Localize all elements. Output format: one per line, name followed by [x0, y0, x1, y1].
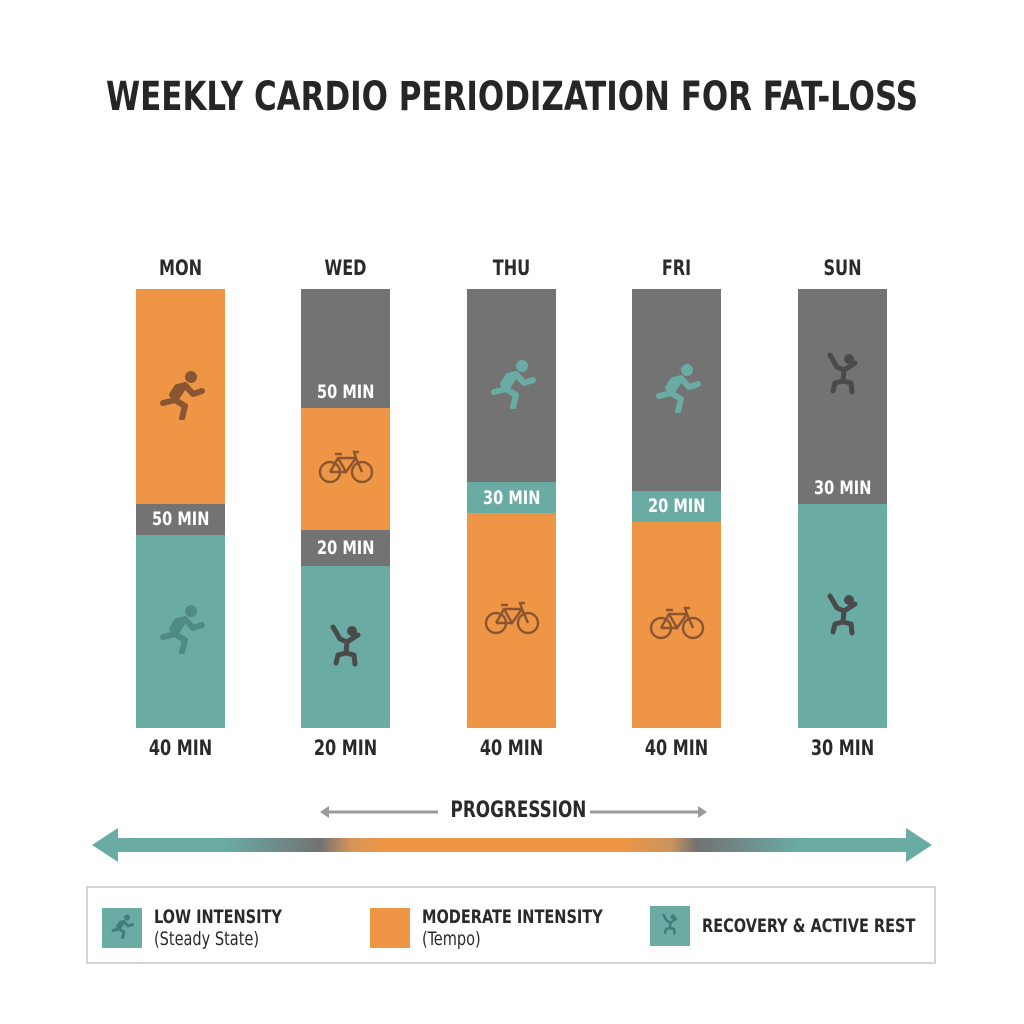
bar-segment-gray: 30 MIN: [798, 289, 887, 505]
legend-item: LOW INTENSITY (Steady State): [102, 906, 305, 950]
segment-duration-label: 30 MIN: [482, 486, 541, 509]
day-label: SUN: [823, 256, 862, 280]
legend-item: MODERATE INTENSITY (Tempo): [370, 906, 635, 950]
legend: LOW INTENSITY (Steady State) MODERATE INT…: [86, 886, 936, 964]
intensity-gradient-arrow: [92, 828, 932, 862]
legend-sublabel: (Steady State): [154, 928, 260, 950]
runner-icon: [486, 359, 538, 413]
bar-segment-low: 20 MIN: [632, 490, 721, 522]
total-duration-label: 40 MIN: [644, 736, 709, 760]
bar-segment-low: 30 MIN: [467, 482, 556, 513]
bar-column-sun: SUN 30 MIN 30 MIN: [798, 256, 887, 760]
runner-icon: [651, 363, 703, 417]
jumper-icon: [825, 592, 861, 640]
stacked-bar: 50 MIN 20 MIN: [301, 289, 390, 728]
runner-icon: [155, 370, 207, 424]
runner-icon: [109, 914, 135, 943]
legend-swatch: [650, 906, 690, 946]
bar-segment-moderate: [467, 512, 556, 728]
day-label: WED: [324, 256, 367, 280]
progression-label: PROGRESSION: [450, 798, 587, 823]
bar-segment-gray: 50 MIN: [136, 504, 225, 535]
progression-indicator: PROGRESSION: [0, 798, 1024, 828]
day-label: FRI: [661, 256, 692, 280]
total-duration-label: 20 MIN: [313, 736, 378, 760]
bar-segment-low: [136, 534, 225, 728]
chart-title: WEEKLY CARDIO PERIODIZATION FOR FAT-LOSS: [105, 74, 919, 120]
segment-duration-label: 20 MIN: [316, 536, 375, 559]
bike-icon: [484, 601, 540, 639]
bar-segment-gray: 20 MIN: [301, 530, 390, 566]
legend-label: LOW INTENSITY: [154, 906, 282, 928]
jumper-icon: [661, 913, 679, 939]
bar-segment-moderate: [301, 407, 390, 531]
legend-label: MODERATE INTENSITY: [422, 906, 603, 928]
stacked-bar: 50 MIN: [136, 289, 225, 728]
bar-column-mon: MON 50 MIN 40 MIN: [136, 256, 225, 760]
segment-duration-label: 50 MIN: [151, 508, 210, 531]
bike-icon: [649, 606, 705, 644]
progression-arrows: [320, 806, 707, 818]
legend-sublabel: (Tempo): [422, 928, 481, 950]
legend-swatch: [370, 908, 410, 948]
bar-segment-gray: [632, 289, 721, 491]
bar-segment-moderate: [632, 521, 721, 728]
legend-item: RECOVERY & ACTIVE REST: [650, 906, 953, 946]
jumper-icon: [825, 351, 861, 399]
stacked-bar: 30 MIN: [467, 289, 556, 728]
jumper-icon: [328, 623, 364, 671]
day-label: MON: [158, 256, 203, 280]
bar-segment-low: [301, 565, 390, 728]
total-duration-label: 40 MIN: [479, 736, 544, 760]
bar-segment-low: [798, 504, 887, 728]
segment-duration-label: 20 MIN: [647, 495, 706, 518]
day-label: THU: [492, 256, 531, 280]
bike-icon: [318, 450, 374, 488]
legend-label: RECOVERY & ACTIVE REST: [702, 915, 916, 937]
segment-duration-label: 50 MIN: [316, 380, 375, 403]
bar-column-wed: WED 50 MIN 20 MIN 20 MIN: [301, 256, 390, 760]
runner-icon: [155, 604, 207, 658]
bar-segment-gray: [467, 289, 556, 483]
bar-column-fri: FRI 20 MIN 40 MIN: [632, 256, 721, 760]
bar-column-thu: THU 30 MIN 40 MIN: [467, 256, 556, 760]
legend-swatch: [102, 908, 142, 948]
stacked-bar: 20 MIN: [632, 289, 721, 728]
total-duration-label: 40 MIN: [148, 736, 213, 760]
segment-duration-label: 30 MIN: [813, 477, 872, 500]
stacked-bar: 30 MIN: [798, 289, 887, 728]
total-duration-label: 30 MIN: [810, 736, 875, 760]
bar-segment-gray: 50 MIN: [301, 289, 390, 408]
bar-segment-moderate: [136, 289, 225, 505]
